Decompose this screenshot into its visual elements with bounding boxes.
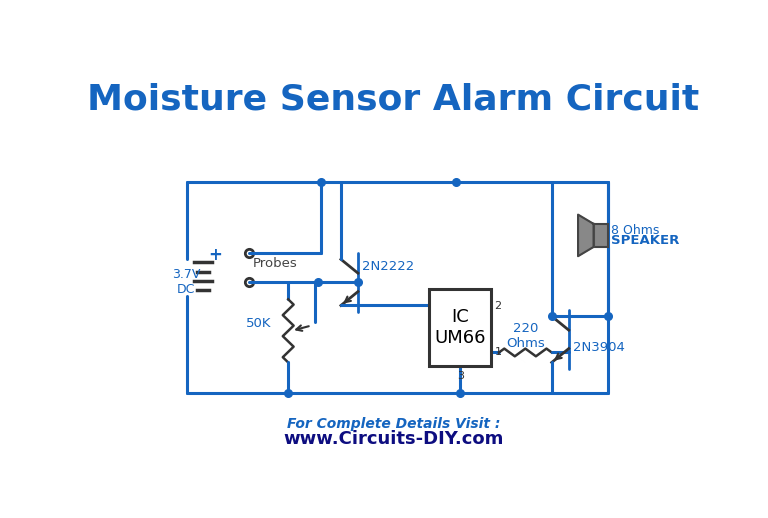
Text: 1: 1 bbox=[495, 348, 502, 357]
Text: For Complete Details Visit :: For Complete Details Visit : bbox=[287, 417, 500, 431]
Text: SPEAKER: SPEAKER bbox=[611, 234, 680, 247]
Text: 2N3904: 2N3904 bbox=[573, 340, 624, 354]
Text: 8 Ohms: 8 Ohms bbox=[611, 224, 660, 237]
Text: 50K: 50K bbox=[246, 316, 272, 329]
Text: 220
Ohms: 220 Ohms bbox=[506, 322, 545, 350]
Polygon shape bbox=[578, 214, 594, 256]
Bar bbox=[594, 224, 607, 247]
Text: 2: 2 bbox=[495, 301, 502, 311]
Text: 2N2222: 2N2222 bbox=[362, 261, 414, 274]
Text: 3.7V
DC: 3.7V DC bbox=[172, 268, 200, 296]
Text: Moisture Sensor Alarm Circuit: Moisture Sensor Alarm Circuit bbox=[88, 82, 700, 116]
Text: IC
UM66: IC UM66 bbox=[435, 308, 486, 347]
Text: Probes: Probes bbox=[253, 257, 297, 270]
Text: 3: 3 bbox=[457, 370, 464, 381]
Text: www.Circuits-DIY.com: www.Circuits-DIY.com bbox=[283, 430, 504, 449]
Text: +: + bbox=[208, 246, 222, 264]
FancyBboxPatch shape bbox=[429, 290, 492, 366]
